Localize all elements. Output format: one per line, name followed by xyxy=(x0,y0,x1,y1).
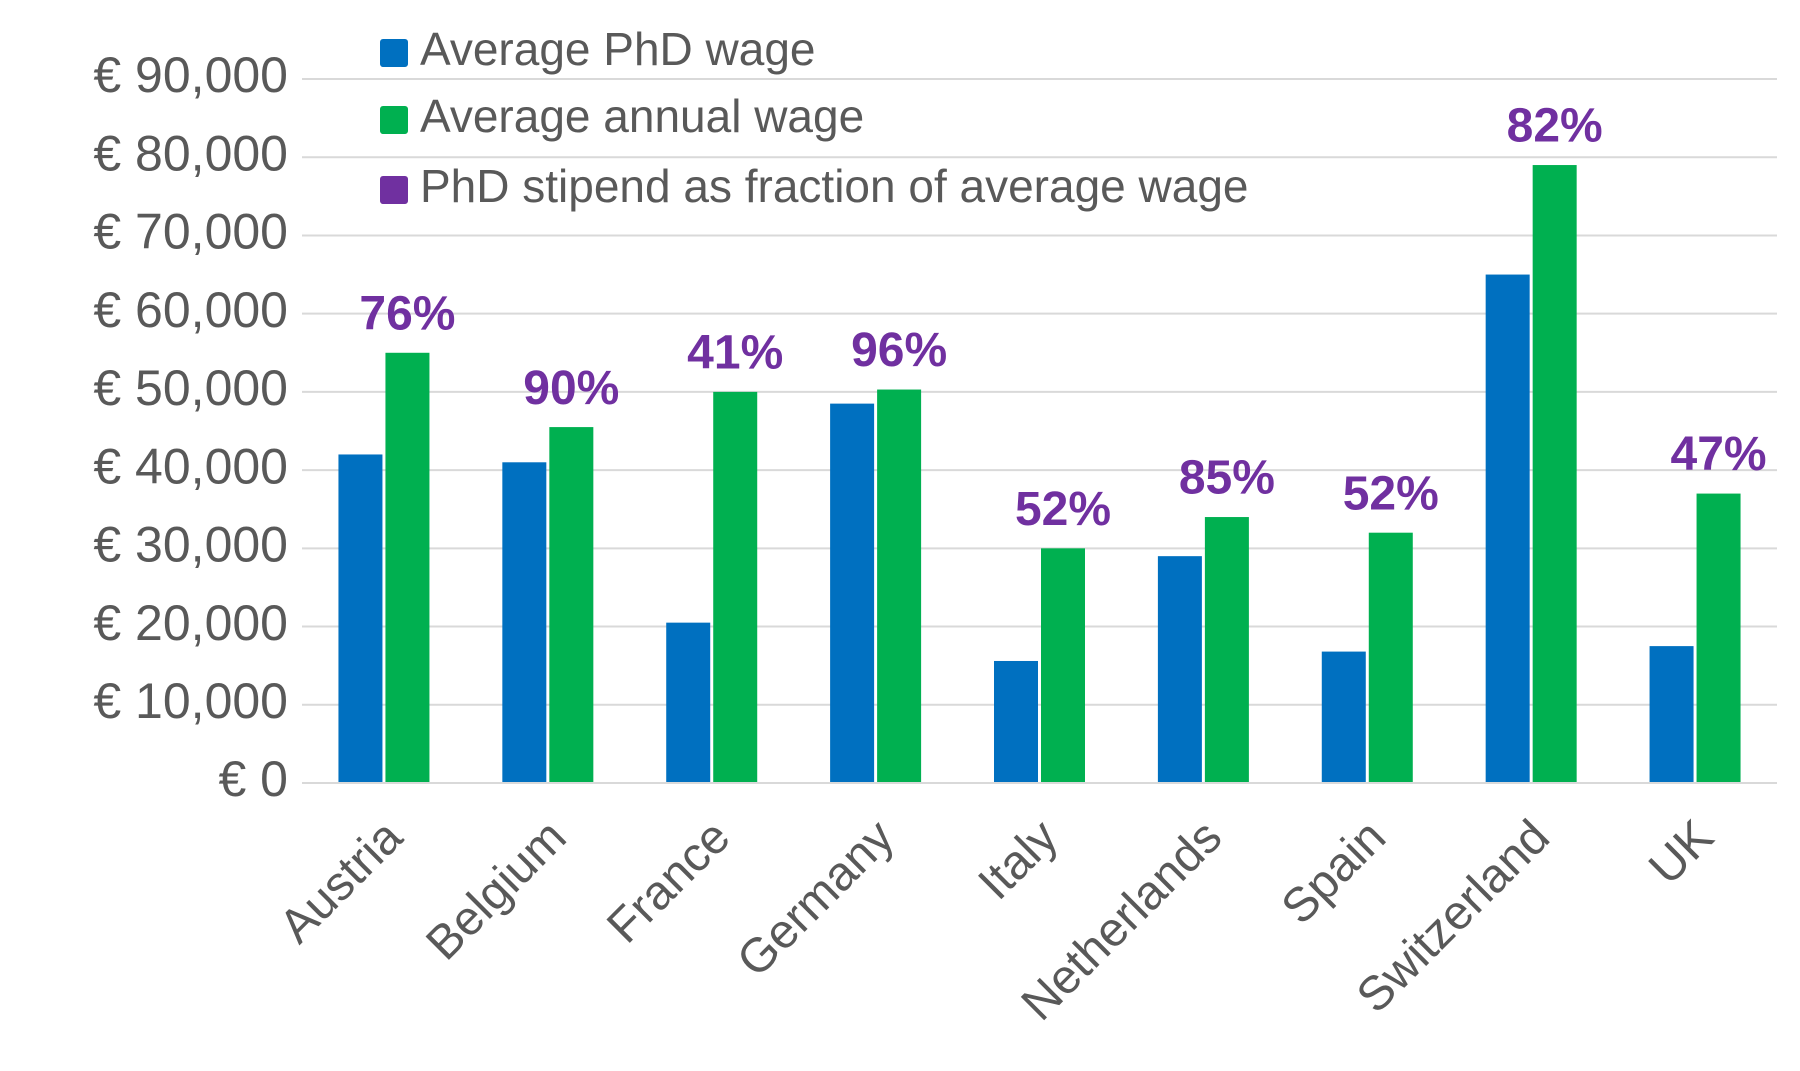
x-tick-label: UK xyxy=(1639,810,1724,895)
bar xyxy=(1532,165,1577,784)
bar xyxy=(1696,493,1741,783)
legend-label: Average PhD wage xyxy=(420,23,816,75)
y-tick-label: € 50,000 xyxy=(93,360,288,416)
value-label: 52% xyxy=(1015,483,1111,536)
legend-swatch xyxy=(380,176,408,204)
y-tick-label: € 80,000 xyxy=(93,125,288,181)
y-tick-label: € 10,000 xyxy=(93,673,288,729)
y-tick-label: € 70,000 xyxy=(93,204,288,260)
bar xyxy=(830,403,875,783)
bar xyxy=(1041,548,1085,783)
value-label: 41% xyxy=(687,327,783,380)
x-tick-label: Italy xyxy=(969,810,1069,910)
y-tick-label: € 40,000 xyxy=(93,438,288,494)
bar xyxy=(1204,517,1249,783)
value-label: 82% xyxy=(1507,100,1603,153)
y-tick-label: € 20,000 xyxy=(93,595,288,651)
value-label: 90% xyxy=(523,362,619,415)
bar xyxy=(1368,532,1413,783)
x-tick-label: Belgium xyxy=(416,810,576,970)
y-tick-label: € 30,000 xyxy=(93,517,288,573)
bar xyxy=(502,462,547,783)
x-tick-label: Spain xyxy=(1272,810,1396,934)
bar xyxy=(385,352,430,783)
y-tick-label: € 0 xyxy=(218,751,288,807)
x-tick-label: Germany xyxy=(727,810,904,987)
bar xyxy=(1649,646,1694,783)
bar xyxy=(666,622,711,783)
value-label: 85% xyxy=(1179,452,1275,505)
legend-label: PhD stipend as fraction of average wage xyxy=(420,160,1249,212)
legend-label: Average annual wage xyxy=(420,90,864,142)
value-label: 52% xyxy=(1343,467,1439,520)
y-tick-label: € 90,000 xyxy=(93,47,288,103)
legend-swatch xyxy=(380,106,408,134)
bar xyxy=(338,454,383,783)
bar xyxy=(1485,274,1530,783)
bar xyxy=(1321,651,1366,783)
legend-swatch xyxy=(380,39,408,67)
bar xyxy=(713,391,758,783)
bar xyxy=(994,660,1038,783)
bar xyxy=(1157,556,1202,783)
value-label: 47% xyxy=(1671,428,1767,481)
value-label: 96% xyxy=(851,324,947,377)
bar xyxy=(549,427,594,783)
x-tick-label: Austria xyxy=(270,810,413,953)
bar xyxy=(877,389,922,783)
x-tick-label: France xyxy=(597,810,740,953)
y-tick-label: € 60,000 xyxy=(93,282,288,338)
value-label: 76% xyxy=(359,287,455,340)
